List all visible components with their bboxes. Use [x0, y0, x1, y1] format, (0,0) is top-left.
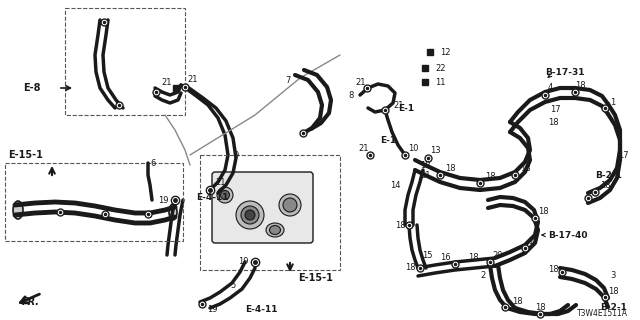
Ellipse shape — [241, 206, 259, 224]
Text: 7: 7 — [285, 76, 291, 84]
Text: 21: 21 — [215, 178, 225, 187]
Text: 4: 4 — [548, 83, 553, 92]
Text: E-8: E-8 — [23, 83, 40, 93]
Text: B-17-31: B-17-31 — [545, 68, 584, 76]
Text: 19: 19 — [207, 306, 218, 315]
Text: 10: 10 — [408, 143, 419, 153]
Ellipse shape — [266, 223, 284, 237]
Text: 8: 8 — [348, 91, 353, 100]
Ellipse shape — [245, 210, 255, 220]
Text: 16: 16 — [440, 253, 451, 262]
Text: E-4-11: E-4-11 — [245, 306, 278, 315]
Ellipse shape — [13, 201, 23, 219]
Bar — [5, 163, 183, 241]
Text: E-1: E-1 — [398, 103, 414, 113]
Text: 17: 17 — [618, 150, 628, 159]
Text: 3: 3 — [610, 270, 616, 279]
Text: 14: 14 — [390, 180, 401, 189]
Text: 13: 13 — [430, 146, 440, 155]
Text: 21: 21 — [420, 171, 431, 180]
Text: 17: 17 — [550, 105, 561, 114]
Text: 21: 21 — [161, 77, 172, 86]
Ellipse shape — [169, 204, 177, 220]
Text: 18: 18 — [608, 287, 619, 297]
Text: 18: 18 — [445, 164, 456, 172]
Text: 15: 15 — [422, 251, 433, 260]
Text: B-2-1: B-2-1 — [600, 303, 627, 313]
Text: 20: 20 — [492, 252, 502, 260]
FancyBboxPatch shape — [212, 172, 313, 243]
Bar — [65, 8, 185, 115]
Text: 18: 18 — [405, 263, 415, 273]
Text: 19: 19 — [158, 196, 168, 204]
Text: 18: 18 — [538, 206, 548, 215]
Text: 18: 18 — [420, 161, 431, 170]
Text: 18: 18 — [548, 266, 559, 275]
Text: 18: 18 — [520, 164, 531, 172]
Text: 18: 18 — [485, 172, 495, 180]
Text: 21: 21 — [358, 143, 369, 153]
Text: E-15-1: E-15-1 — [298, 273, 333, 283]
Text: 21: 21 — [187, 75, 198, 84]
Text: 21: 21 — [355, 77, 365, 86]
Text: 17: 17 — [528, 236, 539, 245]
Text: 19: 19 — [238, 258, 248, 267]
Text: 11: 11 — [435, 77, 445, 86]
Text: 22: 22 — [435, 63, 445, 73]
Ellipse shape — [236, 201, 264, 229]
Text: 21: 21 — [393, 100, 403, 109]
Text: 9: 9 — [233, 150, 238, 159]
Text: T3W4E1511A: T3W4E1511A — [577, 308, 628, 317]
Text: E-4-11: E-4-11 — [196, 193, 228, 202]
Text: B-2-1: B-2-1 — [595, 171, 622, 180]
Text: 18: 18 — [512, 298, 523, 307]
Ellipse shape — [283, 198, 297, 212]
Ellipse shape — [279, 194, 301, 216]
Text: FR.: FR. — [22, 297, 40, 307]
Text: 18: 18 — [575, 81, 586, 90]
Text: E-1: E-1 — [380, 135, 396, 145]
Ellipse shape — [269, 226, 280, 235]
Text: 18: 18 — [535, 302, 546, 311]
Text: 5: 5 — [230, 281, 236, 290]
Text: 18: 18 — [600, 180, 611, 189]
Text: 18: 18 — [395, 220, 406, 229]
Text: 1: 1 — [610, 98, 615, 107]
Text: 18: 18 — [548, 117, 559, 126]
Text: 18: 18 — [468, 253, 479, 262]
Text: E-15-1: E-15-1 — [8, 150, 43, 160]
Text: 12: 12 — [440, 47, 451, 57]
Ellipse shape — [217, 187, 233, 203]
Text: 6: 6 — [150, 158, 156, 167]
Ellipse shape — [221, 190, 230, 199]
Text: B-17-40: B-17-40 — [548, 230, 588, 239]
Text: 2: 2 — [480, 270, 485, 279]
Bar — [200, 155, 340, 270]
